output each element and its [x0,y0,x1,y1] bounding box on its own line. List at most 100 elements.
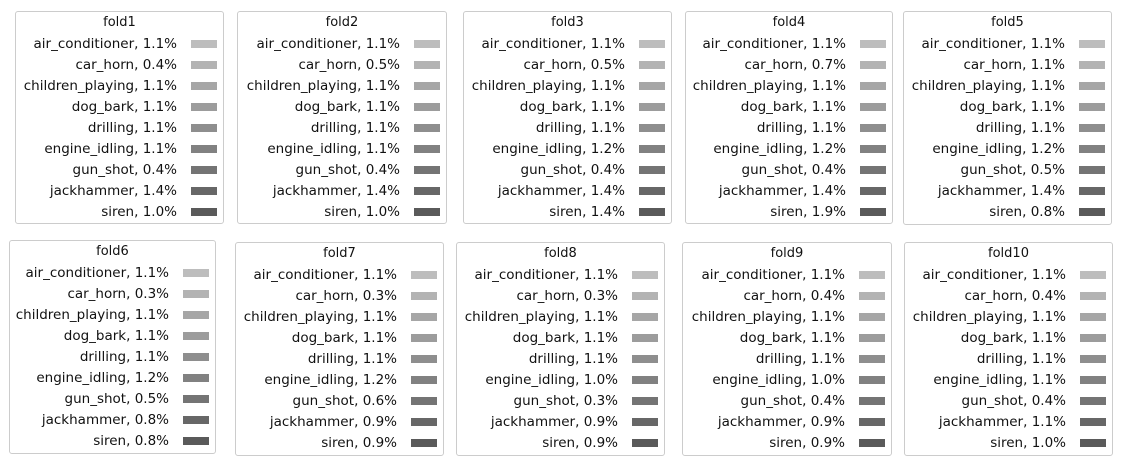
legend-label: gun_shot, 0.3% [513,393,618,409]
legend-swatch [414,82,440,90]
legend-entry-engine_idling: engine_idling, 1.0% [683,370,891,391]
legend-entry-jackhammer: jackhammer, 0.9% [457,412,664,433]
fold-legend-fold1: fold1 air_conditioner, 1.1% car_horn, 0.4%… [15,11,224,224]
legend-swatch [1079,103,1105,111]
legend-entry-jackhammer: jackhammer, 0.8% [10,410,215,431]
legend-title: fold6 [96,244,129,259]
legend-swatch [414,124,440,132]
legend-entry-dog_bark: dog_bark, 1.1% [904,97,1111,118]
legend-swatch [632,397,658,405]
legend-entry-air_conditioner: air_conditioner, 1.1% [904,34,1111,55]
legend-swatch [639,40,665,48]
legend-swatch [639,103,665,111]
legend-swatch [859,439,885,447]
legend-swatch [191,40,217,48]
legend-entry-children_playing: children_playing, 1.1% [457,307,664,328]
legend-label: children_playing, 1.1% [911,78,1065,94]
legend-entry-jackhammer: jackhammer, 0.9% [683,412,891,433]
legend-entry-drilling: drilling, 1.1% [10,347,215,368]
legend-swatch [632,334,658,342]
legend-entry-engine_idling: engine_idling, 1.2% [464,139,671,160]
legend-entry-children_playing: children_playing, 1.1% [904,76,1111,97]
legend-title: fold7 [323,246,356,261]
legend-swatch [1079,40,1105,48]
legend-entry-children_playing: children_playing, 1.1% [16,76,223,97]
legend-entry-drilling: drilling, 1.1% [905,349,1112,370]
legend-label: dog_bark, 1.1% [960,330,1066,346]
legend-label: gun_shot, 0.4% [740,393,845,409]
legend-label: jackhammer, 0.8% [41,412,169,428]
legend-label: jackhammer, 1.4% [49,183,177,199]
legend-swatch [1079,166,1105,174]
legend-swatch [639,166,665,174]
legend-label: children_playing, 1.1% [23,78,177,94]
legend-label: siren, 0.8% [93,433,169,449]
legend-entry-dog_bark: dog_bark, 1.1% [238,97,446,118]
fold-legend-fold7: fold7 air_conditioner, 1.1% car_horn, 0.3%… [235,242,444,456]
legend-label: drilling, 1.1% [79,349,169,365]
fold-legend-fold2: fold2 air_conditioner, 1.1% car_horn, 0.5%… [237,11,447,224]
legend-swatch [411,292,437,300]
legend-entry-children_playing: children_playing, 1.1% [464,76,671,97]
legend-entry-engine_idling: engine_idling, 1.2% [904,139,1111,160]
legend-swatch [1080,313,1106,321]
legend-label: air_conditioner, 1.1% [25,265,169,281]
legend-swatch [191,166,217,174]
legend-label: drilling, 1.1% [975,120,1065,136]
legend-entry-air_conditioner: air_conditioner, 1.1% [238,34,446,55]
legend-swatch [1080,397,1106,405]
legend-swatch [860,145,886,153]
legend-entry-drilling: drilling, 1.1% [683,349,891,370]
legend-swatch [632,355,658,363]
legend-swatch [411,397,437,405]
legend-swatch [859,418,885,426]
legend-label: drilling, 1.1% [976,351,1066,367]
legend-swatch [859,355,885,363]
legend-entry-siren: siren, 1.0% [905,433,1112,454]
legend-entry-air_conditioner: air_conditioner, 1.1% [686,34,892,55]
legend-entry-gun_shot: gun_shot, 0.5% [10,389,215,410]
legend-swatch [191,103,217,111]
legend-swatch [183,290,209,298]
legend-entry-siren: siren, 1.0% [16,202,223,223]
legend-entry-engine_idling: engine_idling, 1.2% [686,139,892,160]
legend-entry-gun_shot: gun_shot, 0.4% [16,160,223,181]
legend-label: gun_shot, 0.4% [520,162,625,178]
legend-label: air_conditioner, 1.1% [33,36,177,52]
legend-entry-drilling: drilling, 1.1% [904,118,1111,139]
legend-label: siren, 1.0% [324,204,400,220]
legend-label: siren, 1.0% [101,204,177,220]
legend-label: children_playing, 1.1% [691,309,845,325]
fold-legend-fold3: fold3 air_conditioner, 1.1% car_horn, 0.5%… [463,11,672,224]
legend-swatch [632,418,658,426]
legend-swatch [411,313,437,321]
legend-swatch [639,61,665,69]
legend-label: air_conditioner, 1.1% [253,267,397,283]
legend-swatch [411,418,437,426]
legend-swatch [860,40,886,48]
legend-swatch [1079,187,1105,195]
legend-entry-engine_idling: engine_idling, 1.1% [238,139,446,160]
legend-label: car_horn, 0.3% [516,288,618,304]
legend-swatch [639,82,665,90]
legend-label: siren, 1.9% [770,204,846,220]
legend-swatch [1080,418,1106,426]
legend-entry-gun_shot: gun_shot, 0.5% [904,160,1111,181]
legend-entry-dog_bark: dog_bark, 1.1% [10,326,215,347]
legend-entry-gun_shot: gun_shot, 0.4% [686,160,892,181]
legend-swatch [1079,145,1105,153]
legend-title: fold4 [772,15,806,30]
legend-swatch [414,145,440,153]
legend-label: dog_bark, 1.1% [294,99,400,115]
legend-entry-car_horn: car_horn, 1.1% [904,55,1111,76]
legend-swatch [639,208,665,216]
legend-label: drilling, 1.1% [307,351,397,367]
legend-label: gun_shot, 0.4% [741,162,846,178]
legend-swatch [411,439,437,447]
legend-label: air_conditioner, 1.1% [474,267,618,283]
legend-swatch [191,124,217,132]
fold-legend-fold9: fold9 air_conditioner, 1.1% car_horn, 0.4%… [682,242,892,456]
legend-entry-engine_idling: engine_idling, 1.2% [236,370,443,391]
legend-swatch [414,103,440,111]
legend-swatch [1080,355,1106,363]
